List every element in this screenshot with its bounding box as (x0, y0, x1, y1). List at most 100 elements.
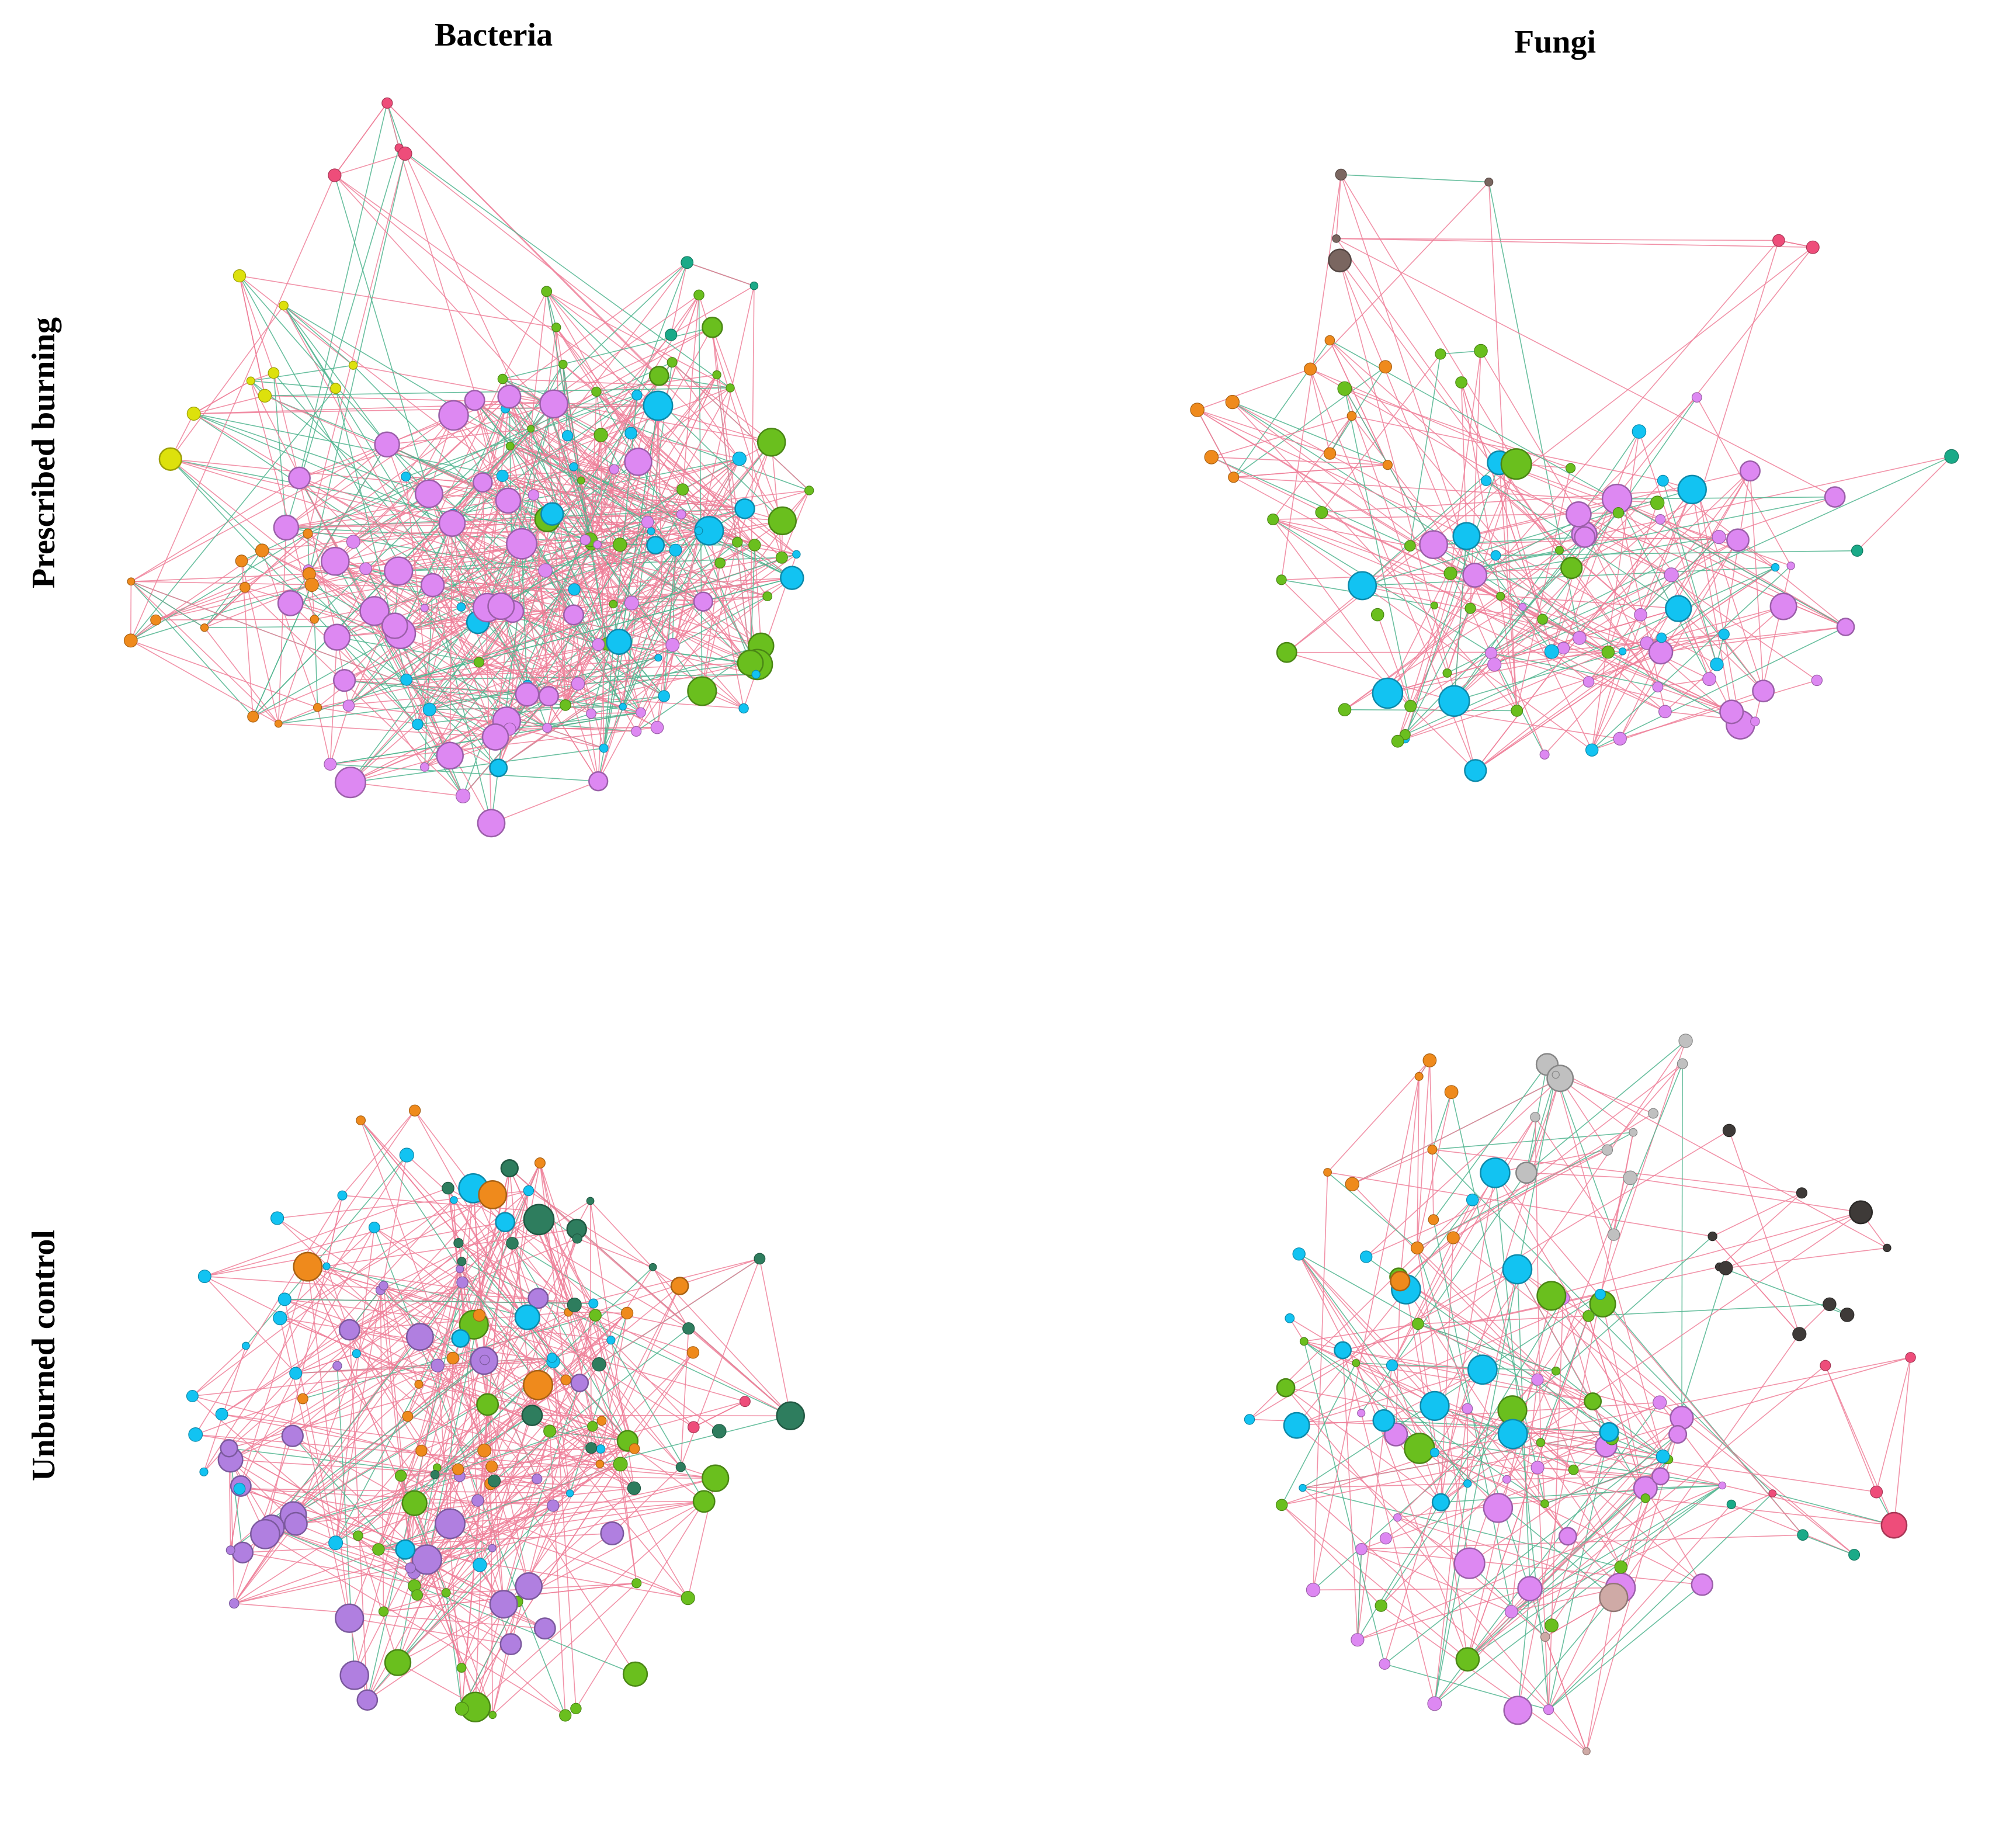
negative-edge (461, 1261, 791, 1417)
network-node (1726, 1499, 1736, 1510)
network-node (1905, 1352, 1916, 1363)
positive-edge (502, 291, 547, 379)
network-node (1599, 1582, 1629, 1613)
network-node (1652, 681, 1664, 693)
positive-edge (1646, 606, 1784, 644)
positive-edge (195, 1338, 461, 1436)
positive-edge (1434, 1040, 1686, 1406)
network-node (688, 1421, 700, 1433)
positive-edge (606, 644, 624, 707)
network-node (328, 168, 342, 182)
network-node (1332, 234, 1341, 243)
network-node (1584, 1392, 1602, 1411)
positive-edge (241, 1485, 450, 1524)
network-node (570, 1703, 582, 1715)
network-node (1601, 646, 1615, 659)
positive-edge (1380, 1605, 1587, 1752)
network-node (681, 256, 694, 269)
negative-edge (1511, 1485, 1723, 1613)
network-node (274, 719, 283, 728)
negative-edge (503, 1382, 580, 1605)
positive-edge (387, 103, 400, 148)
negative-edge (429, 362, 673, 710)
positive-edge (1432, 1149, 1434, 1220)
positive-edge (1361, 1548, 1512, 1613)
positive-edge (367, 1533, 613, 1701)
positive-edge (1336, 238, 1835, 498)
positive-edge (1537, 1379, 1682, 1419)
negative-edge (417, 695, 664, 725)
positive-edge (334, 153, 405, 176)
positive-edge (682, 294, 700, 490)
network-node (631, 1578, 642, 1589)
negative-edge (334, 175, 430, 494)
negative-edge (487, 404, 554, 608)
positive-edge (221, 1413, 492, 1467)
network-node (352, 1349, 361, 1358)
network-node (1851, 545, 1863, 557)
negative-edge (283, 305, 388, 445)
network-node (1560, 556, 1583, 580)
negative-edge (1433, 1064, 1548, 1221)
negative-edge (1591, 565, 1792, 751)
positive-edge (1712, 1236, 1800, 1334)
network-node (499, 1633, 522, 1656)
positive-edge (1385, 1212, 1862, 1539)
network-node (1518, 602, 1527, 611)
positive-edge (1302, 1483, 1468, 1489)
network-node (1466, 1193, 1479, 1206)
positive-edge (1391, 1173, 1496, 1366)
network-node (215, 1407, 228, 1421)
positive-edge (290, 602, 450, 756)
positive-edge (1342, 1350, 1358, 1640)
network-node (762, 591, 773, 601)
positive-edge (610, 1340, 694, 1428)
network-node (1334, 1341, 1352, 1360)
positive-edge (283, 305, 480, 663)
positive-edge (712, 327, 758, 665)
positive-edge (1475, 637, 1662, 771)
positive-edge (630, 432, 740, 459)
positive-edge (299, 477, 455, 529)
network-node (310, 615, 319, 624)
positive-edge (230, 1486, 242, 1551)
network-node (1345, 1177, 1359, 1191)
network-node (515, 682, 540, 707)
positive-edge (1396, 1434, 1703, 1586)
positive-edge (1310, 182, 1490, 370)
positive-edge (1361, 1548, 1702, 1586)
negative-edge (239, 275, 496, 737)
positive-edge (398, 147, 509, 501)
positive-edge (356, 1353, 492, 1467)
positive-edge (1419, 1448, 1646, 1499)
network-node (1275, 1499, 1288, 1511)
positive-edge (1535, 1117, 1615, 1235)
network-graph (1190, 168, 1959, 782)
positive-edge (636, 442, 772, 732)
network-node (339, 1660, 369, 1690)
positive-edge (495, 291, 547, 737)
network-node (627, 1481, 641, 1495)
positive-edge (192, 1395, 566, 1716)
network-node (1452, 522, 1481, 550)
positive-edge (405, 476, 431, 710)
network-node (527, 489, 540, 501)
network-node (1769, 592, 1797, 620)
positive-edge (1467, 1365, 1826, 1660)
network-node (435, 1508, 466, 1540)
negative-edge (1329, 366, 1386, 454)
negative-edge (394, 625, 499, 768)
positive-edge (1281, 1504, 1382, 1606)
network-node (1836, 618, 1855, 636)
positive-edge (1340, 174, 1476, 575)
positive-edge (556, 327, 597, 392)
positive-edge (1460, 382, 1501, 597)
positive-edge (1302, 1488, 1549, 1710)
negative-edge (1467, 1485, 1723, 1660)
positive-edge (461, 1440, 629, 1668)
network-node (1443, 566, 1457, 580)
positive-edge (1876, 1357, 1911, 1492)
network-node (624, 595, 639, 611)
network-node (1412, 1317, 1424, 1330)
network-node (1438, 685, 1470, 717)
